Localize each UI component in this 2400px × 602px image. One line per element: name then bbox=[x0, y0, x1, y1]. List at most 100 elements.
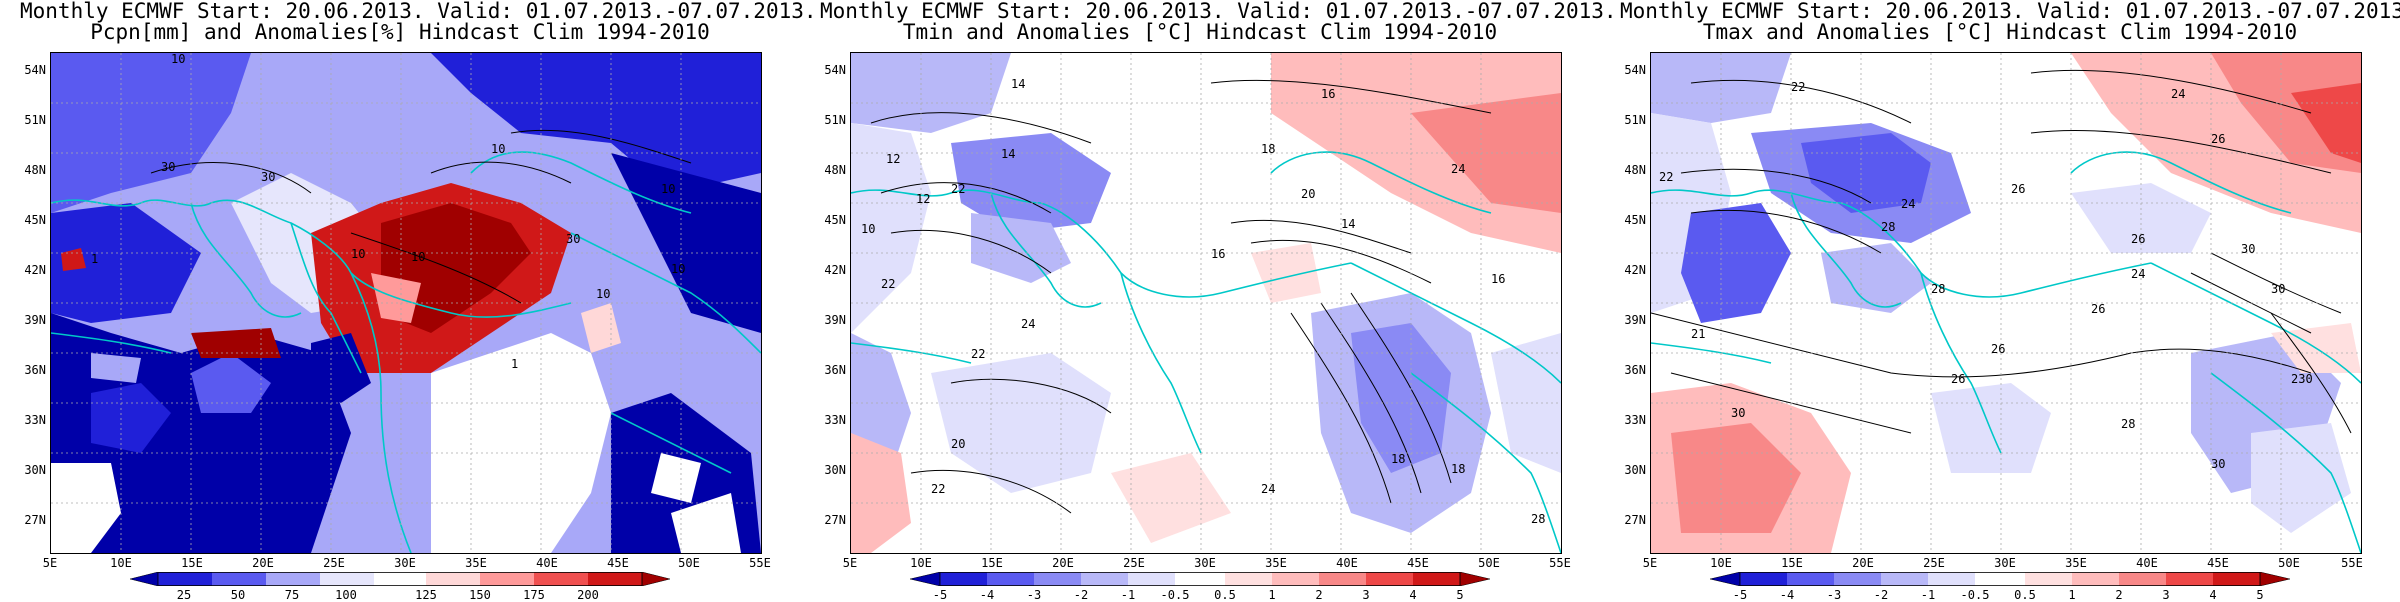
precip-map[interactable]: 10 10 30 10 10 30 1 10 10 1 30 10 bbox=[50, 52, 762, 554]
colorbar-tick: -4 bbox=[1779, 588, 1795, 602]
contour-label: 24 bbox=[2131, 267, 2145, 281]
colorbar-tick: 2 bbox=[2115, 588, 2123, 602]
lat-label: 48N bbox=[1624, 163, 1646, 177]
lon-label: 55E bbox=[2341, 556, 2363, 570]
colorbar-tick: 3 bbox=[2162, 588, 2170, 602]
lat-label: 42N bbox=[24, 263, 46, 277]
colorbar-tick: -0.5 bbox=[1160, 588, 1190, 602]
contour-label: 22 bbox=[971, 347, 985, 361]
lon-label: 15E bbox=[981, 556, 1003, 570]
lat-label: 51N bbox=[24, 113, 46, 127]
contour-label: 230 bbox=[2291, 372, 2313, 386]
contour-label: 10 bbox=[171, 53, 185, 66]
colorbar-tick: -1 bbox=[1120, 588, 1136, 602]
lon-label: 10E bbox=[910, 556, 932, 570]
contour-label: 1 bbox=[511, 357, 518, 371]
lon-label: 40E bbox=[536, 556, 558, 570]
lat-label: 39N bbox=[1624, 313, 1646, 327]
contour-label: 26 bbox=[1951, 372, 1965, 386]
lat-label: 39N bbox=[24, 313, 46, 327]
lon-label: 10E bbox=[1710, 556, 1732, 570]
lon-label: 35E bbox=[2065, 556, 2087, 570]
lat-label: 54N bbox=[1624, 63, 1646, 77]
contour-label: 30 bbox=[566, 232, 580, 246]
contour-label: 10 bbox=[861, 222, 875, 236]
contour-label: 16 bbox=[1211, 247, 1225, 261]
contour-label: 10 bbox=[671, 262, 685, 276]
lon-label: 5E bbox=[842, 556, 858, 570]
lon-label: 40E bbox=[2136, 556, 2158, 570]
contour-label: 22 bbox=[1659, 170, 1673, 184]
colorbar-tick: -3 bbox=[1826, 588, 1842, 602]
colorbar-tick: 4 bbox=[2209, 588, 2217, 602]
colorbar-tick: 1 bbox=[1268, 588, 1276, 602]
lat-label: 42N bbox=[824, 263, 846, 277]
contour-label: 14 bbox=[1341, 217, 1355, 231]
lon-label: 55E bbox=[1549, 556, 1571, 570]
lat-label: 36N bbox=[1624, 363, 1646, 377]
contour-label: 14 bbox=[1001, 147, 1015, 161]
colorbar-tick: 75 bbox=[284, 588, 300, 602]
panel-title-line1: Monthly ECMWF Start: 20.06.2013. Valid: … bbox=[820, 0, 1617, 23]
colorbar-tick: -4 bbox=[979, 588, 995, 602]
lat-label: 27N bbox=[824, 513, 846, 527]
lon-label: 30E bbox=[1194, 556, 1216, 570]
contour-label: 10 bbox=[491, 142, 505, 156]
colorbar-tick: -2 bbox=[1073, 588, 1089, 602]
lon-label: 30E bbox=[1994, 556, 2016, 570]
colorbar-tick: 4 bbox=[1409, 588, 1417, 602]
lon-label: 45E bbox=[1407, 556, 1429, 570]
colorbar-tick: 3 bbox=[1362, 588, 1370, 602]
tmax-map-svg: 22 24 26 22 26 24 28 26 24 30 28 26 30 2… bbox=[1651, 53, 2361, 553]
contour-label: 21 bbox=[1691, 327, 1705, 341]
contour-label: 28 bbox=[1881, 220, 1895, 234]
tmax-map[interactable]: 22 24 26 22 26 24 28 26 24 30 28 26 30 2… bbox=[1650, 52, 2362, 554]
tmin-panel: Monthly ECMWF Start: 20.06.2013. Valid: … bbox=[820, 0, 1617, 602]
lon-label: 40E bbox=[1336, 556, 1358, 570]
contour-label: 26 bbox=[2011, 182, 2025, 196]
tmax-panel: Monthly ECMWF Start: 20.06.2013. Valid: … bbox=[1620, 0, 2400, 602]
panel-title-line2: Tmax and Anomalies [°C] Hindcast Clim 19… bbox=[1702, 20, 2298, 44]
lon-label: 45E bbox=[607, 556, 629, 570]
precip-panel: Monthly ECMWF Start: 20.06.2013. Valid: … bbox=[20, 0, 817, 602]
lat-label: 48N bbox=[24, 163, 46, 177]
lat-label: 33N bbox=[1624, 413, 1646, 427]
colorbar-tick: -3 bbox=[1026, 588, 1042, 602]
contour-label: 10 bbox=[411, 250, 425, 264]
contour-label: 30 bbox=[2211, 457, 2225, 471]
contour-label: 16 bbox=[1321, 87, 1335, 101]
colorbar-tick: 0.5 bbox=[1214, 588, 1236, 602]
colorbar-tick: 50 bbox=[230, 588, 246, 602]
lon-label: 10E bbox=[110, 556, 132, 570]
lon-label: 15E bbox=[181, 556, 203, 570]
contour-label: 24 bbox=[1021, 317, 1035, 331]
contour-label: 20 bbox=[951, 437, 965, 451]
lon-label: 15E bbox=[1781, 556, 1803, 570]
colorbar-tick: 100 bbox=[335, 588, 357, 602]
colorbar-tick: 1 bbox=[2068, 588, 2076, 602]
lat-label: 54N bbox=[824, 63, 846, 77]
contour-label: 26 bbox=[1991, 342, 2005, 356]
lat-label: 30N bbox=[824, 463, 846, 477]
colorbar-tick: 0.5 bbox=[2014, 588, 2036, 602]
contour-label: 24 bbox=[1261, 482, 1275, 496]
contour-label: 30 bbox=[161, 160, 175, 174]
lat-label: 45N bbox=[1624, 213, 1646, 227]
contour-label: 14 bbox=[1011, 77, 1025, 91]
lat-label: 33N bbox=[24, 413, 46, 427]
tmin-map[interactable]: 14 16 12 14 12 10 16 18 22 24 20 14 22 2… bbox=[850, 52, 1562, 554]
lon-label: 25E bbox=[1123, 556, 1145, 570]
panel-title-line2: Tmin and Anomalies [°C] Hindcast Clim 19… bbox=[902, 20, 1498, 44]
contour-label: 18 bbox=[1391, 452, 1405, 466]
lon-label: 25E bbox=[323, 556, 345, 570]
lon-label: 20E bbox=[252, 556, 274, 570]
precip-colorbar bbox=[130, 572, 670, 586]
lat-label: 51N bbox=[1624, 113, 1646, 127]
panel-title-line1: Monthly ECMWF Start: 20.06.2013. Valid: … bbox=[1620, 0, 2400, 23]
lon-label: 55E bbox=[749, 556, 771, 570]
colorbar-tick: 150 bbox=[469, 588, 491, 602]
colorbar-tick: -2 bbox=[1873, 588, 1889, 602]
colorbar-tick: -0.5 bbox=[1960, 588, 1990, 602]
lon-label: 20E bbox=[1052, 556, 1074, 570]
lon-label: 5E bbox=[42, 556, 58, 570]
